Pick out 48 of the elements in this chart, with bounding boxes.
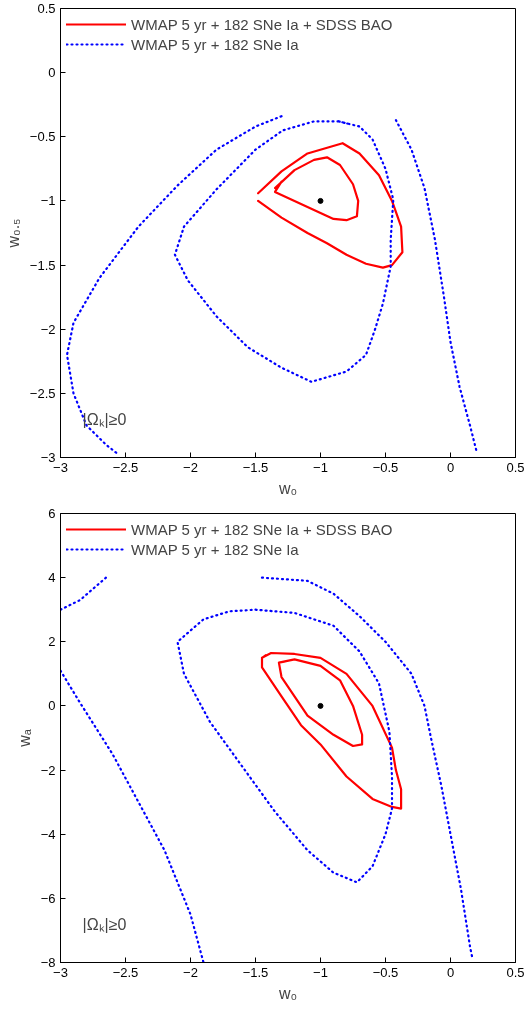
line-series: [260, 651, 403, 810]
x-tick-label: −1.5: [242, 459, 269, 475]
y-tick-label: −2.5: [29, 385, 56, 401]
line-series: [394, 119, 478, 453]
y-tick-label: 0: [48, 65, 56, 81]
y-tick-label: −8: [40, 955, 56, 970]
y-tick-label: −1.5: [29, 257, 56, 273]
y-tick-label: −6: [40, 890, 56, 906]
legend-label: WMAP 5 yr + 182 SNe Ia: [131, 35, 299, 53]
y-tick-label: 2: [48, 634, 56, 650]
y-tick-label: 0.5: [37, 1, 56, 16]
y-tick-label: 4: [48, 570, 56, 586]
line-series: [65, 115, 283, 457]
annotation: |Ωₖ|≥0: [82, 915, 127, 933]
x-axis-title: w₀: [277, 984, 298, 1002]
x-tick-label: −0.5: [372, 964, 399, 980]
x-tick-label: −2: [183, 459, 198, 475]
legend-label: WMAP 5 yr + 182 SNe Ia + SDSS BAO: [131, 15, 393, 33]
y-axis-title: wₐ: [15, 728, 33, 748]
line-series: [257, 142, 404, 269]
y-tick-label: −0.5: [29, 129, 56, 145]
x-tick-label: 0: [446, 964, 455, 980]
x-tick-label: −1.5: [242, 964, 269, 980]
x-tick-label: −1: [313, 459, 328, 475]
x-tick-label: −2.5: [112, 459, 139, 475]
y-axis-title: w₀.₅: [4, 218, 22, 249]
y-tick-label: −2: [40, 762, 56, 778]
line-series: [173, 120, 395, 383]
x-tick-label: 0.5: [506, 459, 525, 475]
line-series: [273, 156, 360, 222]
x-tick-label: −2.5: [112, 964, 139, 980]
annotation: |Ωₖ|≥0: [82, 410, 127, 428]
legend-label: WMAP 5 yr + 182 SNe Ia + SDSS BAO: [131, 520, 393, 538]
x-tick-label: −0.5: [372, 459, 399, 475]
line-series: [176, 608, 394, 884]
y-tick-label: −1: [40, 193, 56, 209]
y-tick-label: −4: [40, 826, 56, 842]
x-tick-label: −1: [313, 964, 328, 980]
x-tick-label: −2: [183, 964, 198, 980]
line-series: [277, 658, 364, 748]
y-tick-label: 0: [48, 698, 56, 714]
y-tick-label: 6: [48, 506, 56, 521]
legend-label: WMAP 5 yr + 182 SNe Ia: [131, 540, 299, 558]
x-axis-title: w₀: [277, 479, 298, 497]
y-tick-label: −2: [40, 321, 56, 337]
x-tick-label: 0.5: [506, 964, 525, 980]
x-tick-label: 0: [446, 459, 455, 475]
line-series: [60, 669, 205, 963]
